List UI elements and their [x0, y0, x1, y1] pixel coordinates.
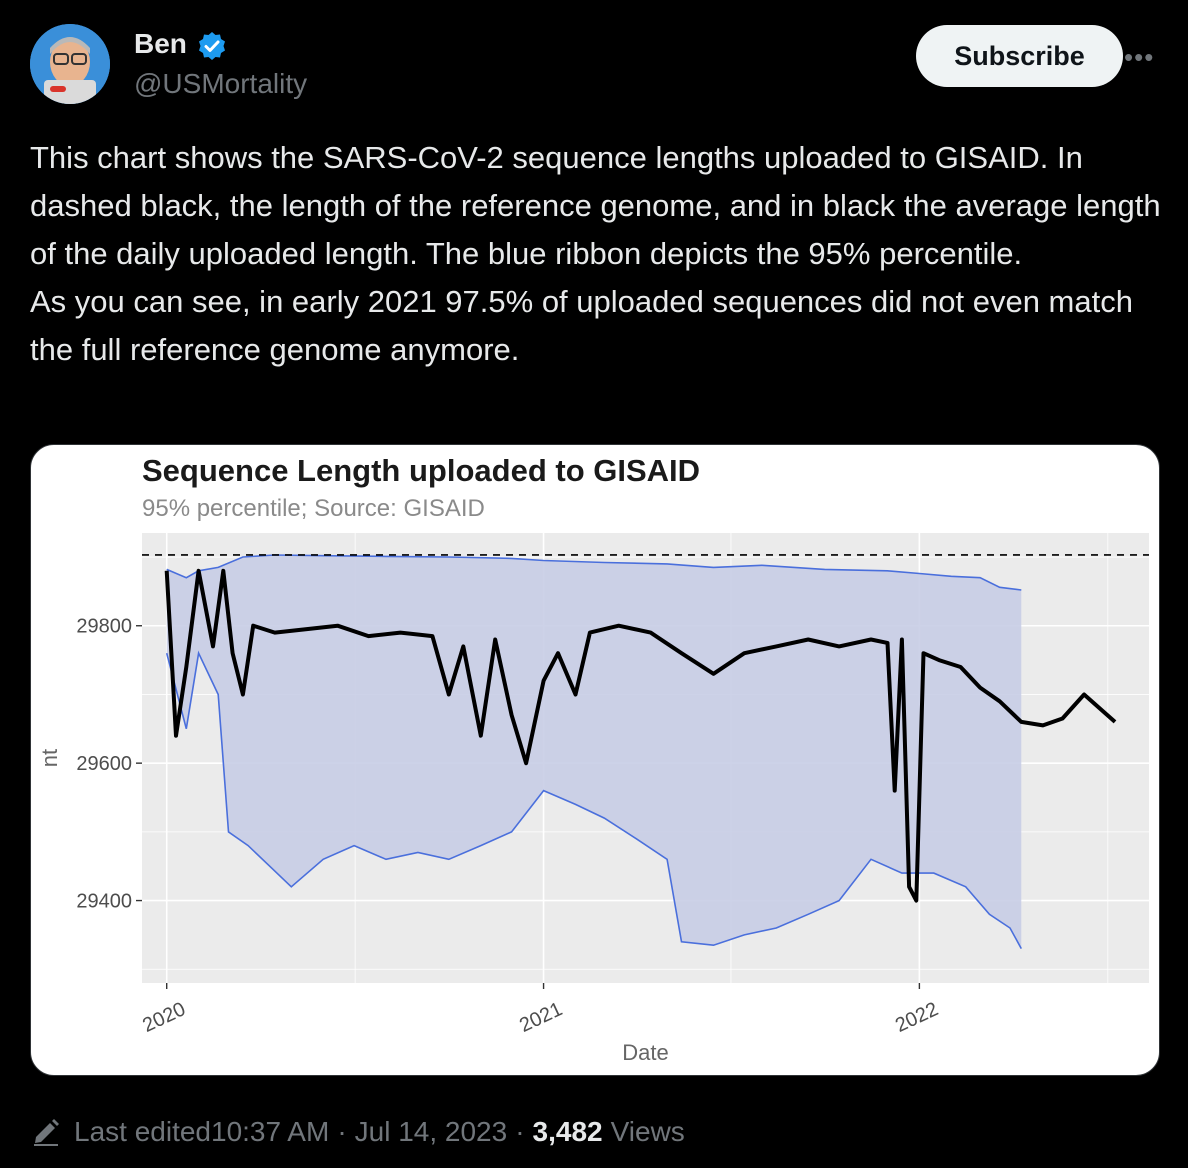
tweet-paragraph: This chart shows the SARS-CoV-2 sequence… [30, 140, 1161, 271]
x-tick-label: 2020 [139, 998, 189, 1037]
y-tick-label: 29600 [76, 753, 132, 775]
views-count: 3,482 [532, 1116, 603, 1147]
x-axis-label: Date [622, 1040, 668, 1065]
chart-image[interactable]: 29400 29600 29800 2020 2021 2022 Date nt Sequen… [30, 444, 1160, 1076]
chart-svg: 29400 29600 29800 2020 2021 2022 Date nt [37, 533, 1149, 1065]
ribbon-lower-line [165, 650, 1023, 949]
user-handle[interactable]: @USMortality [134, 68, 308, 99]
x-tick-label: 2021 [516, 998, 566, 1037]
ribbon-upper-line [166, 554, 1022, 591]
chart-title: Sequence Length uploaded to GISAID [142, 453, 701, 488]
verified-badge-icon[interactable] [196, 30, 228, 62]
x-tick-label: 2022 [892, 998, 942, 1037]
y-tick-label: 29800 [76, 616, 132, 638]
edited-label[interactable]: Last edited [74, 1116, 211, 1147]
tweet-text: This chart shows the SARS-CoV-2 sequence… [30, 134, 1170, 374]
tweet-footer: Last edited 10:37 AM · Jul 14, 2023 · 3,4… [30, 1110, 685, 1154]
tweet-time[interactable]: 10:37 AM [211, 1116, 330, 1147]
tweet-date[interactable]: Jul 14, 2023 [354, 1116, 508, 1147]
y-axis-label: nt [37, 749, 62, 767]
chart-subtitle: 95% percentile; Source: GISAID [142, 495, 485, 522]
views-label: Views [610, 1116, 685, 1147]
y-tick-label: 29400 [76, 891, 132, 913]
display-name[interactable]: Ben [134, 28, 187, 59]
tweet-paragraph: As you can see, in early 2021 97.5% of u… [30, 284, 1133, 367]
more-dots-icon[interactable]: ••• [1124, 42, 1155, 72]
footer-separator: · [515, 1116, 525, 1147]
footer-separator: · [337, 1116, 347, 1147]
mean-length-line [164, 568, 1117, 903]
ribbon-area [166, 555, 1022, 949]
pencil-icon [34, 1119, 59, 1146]
avatar[interactable] [30, 24, 110, 104]
subscribe-button[interactable]: Subscribe [916, 25, 1123, 87]
avatar-memoji-icon [30, 24, 110, 104]
